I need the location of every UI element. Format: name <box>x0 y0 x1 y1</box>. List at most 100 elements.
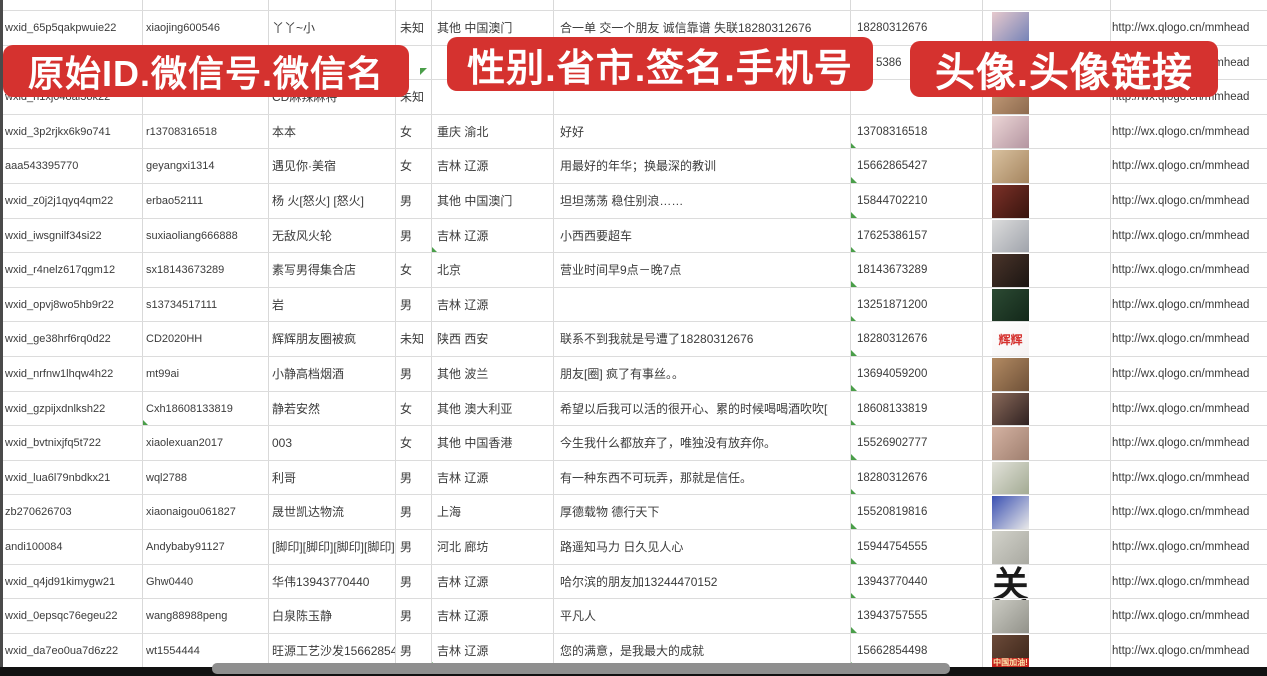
cell-id[interactable]: wxid_65p5qakpwuie22 <box>5 22 117 34</box>
cell-wx[interactable]: CD2020HH <box>146 333 203 346</box>
avatar-image[interactable]: 辉辉 <box>992 323 1029 357</box>
cell-region[interactable]: 吉林 辽源 <box>437 574 489 589</box>
avatar-image[interactable] <box>992 531 1029 564</box>
cell-phone[interactable]: 18608133819 <box>850 392 982 426</box>
cell-region[interactable]: 北京 <box>437 263 462 278</box>
cell-sig[interactable]: 今生我什么都放弃了，唯独没有放弃你。 <box>560 436 777 451</box>
cell-url[interactable]: http://wx.qlogo.cn/mmhead <box>1112 506 1250 519</box>
avatar-image[interactable] <box>992 358 1029 391</box>
cell-phone[interactable]: 18143673289 <box>850 253 982 288</box>
cell-name[interactable]: 华伟13943770440 <box>272 574 370 589</box>
cell-wx[interactable]: Cxh18608133819 <box>142 392 268 426</box>
cell-avatar[interactable] <box>982 426 1110 461</box>
cell-id[interactable]: wxid_nrfnw1lhqw4h22 <box>5 368 114 380</box>
cell-name[interactable]: 杨 火[怒火] [怒火] <box>272 194 365 208</box>
cell-sig[interactable]: 好好 <box>560 124 585 139</box>
cell-id[interactable]: wxid_lua6l79nbdkx21 <box>5 471 111 484</box>
cell-name[interactable]: 003 <box>272 436 293 451</box>
cell-gender[interactable]: 未知 <box>400 21 425 35</box>
cell-region[interactable]: 吉林 辽源 <box>431 219 553 253</box>
cell-name[interactable]: 静若安然 <box>272 401 321 416</box>
cell-gender[interactable]: 女 <box>400 124 413 139</box>
cell-region[interactable]: 其他 澳大利亚 <box>437 401 513 416</box>
cell-avatar[interactable]: 辉辉 <box>982 322 1110 357</box>
cell-avatar[interactable] <box>982 219 1110 253</box>
cell-sig[interactable] <box>553 288 850 322</box>
cell-region[interactable]: 其他 中国澳门 <box>437 194 513 208</box>
cell-phone[interactable]: 13943757555 <box>850 599 982 634</box>
cell-url[interactable]: http://wx.qlogo.cn/mmhead <box>1112 575 1250 588</box>
cell-name[interactable]: 丫丫~小 <box>272 21 316 35</box>
cell-sig[interactable]: 朋友[圈] 疯了有事丝。。 <box>560 367 685 381</box>
cell-url[interactable]: http://wx.qlogo.cn/mmhead <box>1112 333 1250 346</box>
cell-id[interactable]: wxid_bvtnixjfq5t722 <box>5 437 102 450</box>
cell-url[interactable]: http://wx.qlogo.cn/mmhead <box>1112 195 1250 207</box>
cell-gender[interactable]: 女 <box>400 263 413 278</box>
cell-phone[interactable]: 18280312676 <box>850 322 982 357</box>
cell-id[interactable]: aaa543395770 <box>5 160 79 173</box>
cell-phone[interactable]: 15944754555 <box>850 530 982 564</box>
cell-name[interactable]: 白泉陈玉静 <box>272 609 333 624</box>
cell-sig[interactable]: 您的满意，是我最大的成就 <box>560 643 705 658</box>
cell-id[interactable]: wxid_z0j2j1qyq4qm22 <box>5 195 114 207</box>
cell-gender[interactable]: 男 <box>400 194 413 208</box>
cell-url[interactable]: http://wx.qlogo.cn/mmhead <box>1112 160 1250 173</box>
cell-phone[interactable]: 5386 <box>876 56 902 69</box>
cell-region[interactable]: 上海 <box>437 505 462 520</box>
cell-url[interactable]: http://wx.qlogo.cn/mmhead <box>1112 610 1250 623</box>
cell-gender[interactable]: 女 <box>400 159 413 174</box>
cell-sig[interactable]: 哈尔滨的朋友加13244470152 <box>560 574 718 589</box>
cell-wx[interactable]: r13708316518 <box>146 125 217 138</box>
cell-phone[interactable]: 15662865427 <box>850 149 982 184</box>
cell-avatar[interactable] <box>982 149 1110 184</box>
cell-wx[interactable]: mt99ai <box>146 368 180 380</box>
cell-avatar[interactable]: 中国加油! <box>982 634 1110 668</box>
cell-gender[interactable]: 男 <box>400 367 413 381</box>
cell-gender[interactable]: 未知 <box>400 332 425 347</box>
cell-url[interactable]: http://wx.qlogo.cn/mmhead <box>1112 264 1250 277</box>
cell-name[interactable]: 岩 <box>272 297 285 312</box>
cell-sig[interactable]: 坦坦荡荡 稳住别浪…… <box>560 194 684 208</box>
avatar-image[interactable]: 关 <box>992 564 1029 605</box>
cell-url[interactable]: http://wx.qlogo.cn/mmhead <box>1112 402 1250 415</box>
cell-avatar[interactable] <box>982 288 1110 322</box>
cell-wx[interactable]: wang88988peng <box>146 610 228 623</box>
cell-url[interactable]: http://wx.qlogo.cn/mmhead <box>1112 298 1250 311</box>
cell-region[interactable]: 陕西 西安 <box>437 332 489 347</box>
cell-gender[interactable]: 女 <box>400 436 413 451</box>
cell-avatar[interactable] <box>982 530 1110 564</box>
cell-id[interactable]: zb270626703 <box>5 506 72 519</box>
cell-id[interactable]: wxid_ge38hrf6rq0d22 <box>5 333 111 346</box>
cell-gender[interactable]: 男 <box>400 228 413 243</box>
cell-id[interactable]: wxid_3p2rjkx6k9o741 <box>5 125 111 138</box>
cell-wx[interactable]: s13734517111 <box>146 298 218 311</box>
cell-wx[interactable]: suxiaoliang666888 <box>146 229 238 242</box>
cell-wx[interactable]: xiaojing600546 <box>146 22 221 34</box>
cell-phone[interactable]: 13708316518 <box>850 115 982 149</box>
avatar-image[interactable] <box>992 392 1029 426</box>
cell-region[interactable]: 吉林 辽源 <box>437 297 489 312</box>
cell-wx[interactable]: wql2788 <box>146 471 187 484</box>
cell-name[interactable]: 素写男得集合店 <box>272 263 357 278</box>
cell-avatar[interactable] <box>982 599 1110 634</box>
cell-avatar[interactable] <box>982 184 1110 218</box>
cell-url[interactable]: http://wx.qlogo.cn/mmhead <box>1112 471 1250 484</box>
cell-avatar[interactable] <box>982 392 1110 426</box>
cell-region[interactable]: 吉林 辽源 <box>437 609 489 624</box>
cell-url[interactable]: http://wx.qlogo.cn/mmhead <box>1112 644 1250 657</box>
cell-wx[interactable]: xiaolexuan2017 <box>146 437 224 450</box>
cell-phone[interactable]: 13943770440 <box>850 565 982 599</box>
cell-sig[interactable]: 平凡人 <box>560 609 597 624</box>
cell-region[interactable]: 吉林 辽源 <box>437 159 489 174</box>
avatar-image[interactable] <box>992 600 1029 634</box>
cell-phone[interactable]: 13694059200 <box>850 357 982 391</box>
cell-region[interactable]: 吉林 辽源 <box>437 470 489 485</box>
cell-wx[interactable]: wt1554444 <box>146 644 200 657</box>
cell-sig[interactable]: 小西西要超车 <box>560 228 633 243</box>
cell-wx[interactable]: Ghw0440 <box>146 575 194 588</box>
avatar-image[interactable] <box>992 12 1029 45</box>
cell-phone[interactable]: 15520819816 <box>850 495 982 530</box>
cell-gender[interactable]: 女 <box>400 401 413 416</box>
cell-wx[interactable]: sx18143673289 <box>146 264 225 277</box>
cell-avatar[interactable]: 关 <box>982 564 1110 605</box>
